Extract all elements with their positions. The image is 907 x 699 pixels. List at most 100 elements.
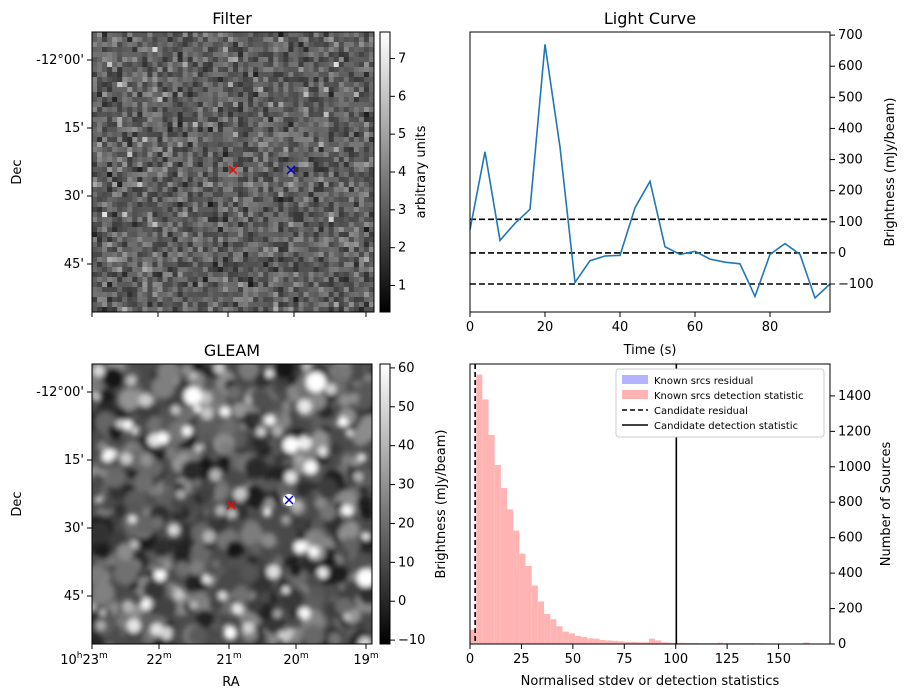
histogram-ylabel-right: Number of Sources [879, 442, 894, 567]
colorbar-tick-label: −10 [398, 633, 425, 648]
gleam-markers [226, 494, 295, 510]
dec-tick-label: 15' [64, 121, 84, 136]
y-tick-label: 1400 [838, 389, 871, 404]
filter-colorbar [379, 31, 391, 313]
y-tick-label: 700 [838, 28, 863, 43]
light-curve-plot: 0 20 40 60 80 −100 0 100 200 300 400 500 600 700 [466, 28, 874, 335]
detection-bar [661, 642, 668, 644]
detection-bar [482, 399, 489, 644]
detection-bar [581, 636, 588, 644]
x-tick-label: 100 [663, 652, 688, 667]
light-curve-line [469, 44, 831, 300]
colorbar-tick-label: 20 [398, 516, 415, 531]
detection-bar [667, 642, 674, 644]
detection-bar [686, 642, 693, 644]
y-tick-label: 0 [838, 637, 846, 652]
detection-bar [642, 642, 649, 644]
x-tick-label: 75 [616, 652, 633, 667]
filter-colorbar-ticks: 1 2 3 4 5 6 7 [390, 51, 406, 294]
colorbar-tick-label: 4 [398, 165, 406, 180]
colorbar-tick-label: 50 [398, 400, 415, 415]
filter-markers [228, 165, 296, 175]
gleam-dec-axis: -12°00' 15' 30' 45' [36, 385, 92, 604]
colorbar-tick-label: 5 [398, 127, 406, 142]
y-tick-label: 0 [838, 246, 846, 261]
filter-frame [91, 31, 375, 313]
detection-bar [599, 640, 606, 644]
y-tick-label: 1200 [838, 424, 871, 439]
detection-bar [716, 642, 724, 644]
gleam-panel: GLEAM -12°00' 15' 30' 45' 10h23m 22m 21m 20m 19… [10, 341, 425, 690]
detection-bar [500, 488, 508, 644]
detection-bar [655, 640, 662, 644]
x-tick-label: 50 [565, 652, 582, 667]
histogram-panel: 0 25 50 75 100 125 150 0 200 400 600 800 1000 1200 140… [434, 363, 894, 689]
detection-bar [488, 434, 495, 644]
ra-tick-label: 22m [146, 651, 171, 668]
red-cross-marker [226, 500, 236, 510]
y-tick-label: 200 [838, 184, 863, 199]
detection-bar [574, 636, 582, 644]
dec-tick-label: -12°00' [36, 53, 84, 68]
colorbar-tick-label: 3 [398, 203, 406, 218]
colorbar-tick-label: 6 [398, 89, 406, 104]
y-tick-label: 500 [838, 90, 863, 105]
light-curve-ylabel: Brightness (mJy/beam) [883, 98, 898, 247]
filter-dec-axis: -12°00' 15' 30' 45' [36, 53, 367, 317]
dec-tick-label: 30' [64, 521, 84, 536]
detection-bar [513, 530, 520, 644]
filter-image [92, 32, 374, 312]
detection-bar [568, 633, 575, 644]
colorbar-tick-label: 7 [398, 51, 406, 66]
detection-bar [587, 638, 594, 644]
x-tick-label: 150 [766, 652, 791, 667]
colorbar-tick-label: 30 [398, 478, 415, 493]
detection-bar [611, 640, 619, 644]
detection-bar [519, 553, 526, 644]
dec-tick-label: 45' [64, 257, 84, 272]
detection-bar [562, 631, 569, 644]
filter-ylabel: Dec [10, 159, 25, 184]
detection-bar [618, 641, 625, 644]
y-tick-label: 1000 [838, 460, 871, 475]
y-tick-label: 300 [838, 153, 863, 168]
legend-swatch [622, 375, 648, 384]
detection-bar [531, 585, 538, 644]
y-tick-label: 200 [838, 602, 863, 617]
detection-bar [544, 613, 551, 644]
ra-tick-label: 21m [216, 651, 241, 668]
y-tick-label: 400 [838, 121, 863, 136]
detection-bar [648, 638, 656, 644]
detection-bar [476, 374, 483, 644]
detection-bar [803, 642, 810, 644]
detection-bar [550, 619, 557, 644]
colorbar-tick-label: 60 [398, 361, 415, 376]
blue-cross-marker [284, 495, 294, 505]
legend-box [615, 368, 825, 438]
detection-bar [624, 641, 631, 644]
detection-bar [593, 638, 600, 644]
gleam-image [92, 364, 372, 644]
colorbar-tick-label: 0 [398, 594, 406, 609]
x-tick-label: 40 [612, 320, 629, 335]
x-tick-label: 20 [537, 320, 554, 335]
filter-panel: Filter -12°00' 15' 30' 45' Dec 1 2 3 4 5 6 7 arbi… [10, 9, 429, 317]
legend-swatch [622, 390, 648, 399]
ra-tick-label: 20m [283, 651, 308, 668]
legend-label: Known srcs residual [654, 376, 753, 387]
gleam-colorbar-ticks: −10 0 10 20 30 40 50 60 [390, 361, 425, 648]
gleam-ra-axis: 10h23m 22m 21m 20m 19m [60, 644, 379, 668]
histogram-ylabel-left: Brightness (mJy/beam) [434, 430, 449, 579]
legend-label: Candidate detection statistic [654, 421, 798, 432]
x-tick-label: 125 [715, 652, 740, 667]
legend-label: Known srcs detection statistic [654, 391, 803, 402]
ra-tick-label: 10h23m [60, 651, 108, 668]
detection-bar [537, 601, 545, 644]
detection-bar [494, 465, 501, 644]
legend-label: Candidate residual [654, 406, 748, 417]
gleam-colorbar [379, 363, 391, 645]
x-tick-label: 60 [687, 320, 704, 335]
y-tick-label: 600 [838, 59, 863, 74]
detection-bar [556, 626, 563, 644]
